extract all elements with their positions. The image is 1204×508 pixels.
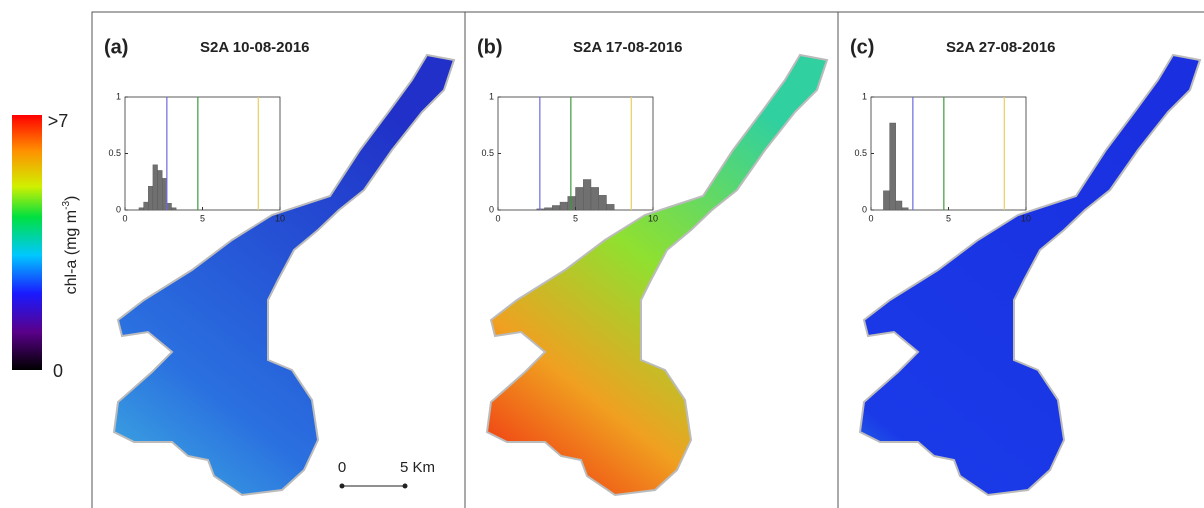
scale-bar-end xyxy=(402,483,408,489)
y-tick-label: 0 xyxy=(489,204,494,214)
histogram-bar xyxy=(148,186,154,211)
histogram-bar xyxy=(559,201,568,211)
colorbar-title-end: ) xyxy=(63,196,80,201)
y-tick-label: 0.5 xyxy=(854,148,867,158)
histogram-bar xyxy=(901,207,909,211)
histogram-bar xyxy=(590,187,599,211)
histogram-bar xyxy=(161,178,168,211)
histogram-bar xyxy=(166,203,172,211)
y-tick-label: 1 xyxy=(862,91,867,101)
y-tick-label: 1 xyxy=(489,91,494,101)
panel-title: S2A 17-08-2016 xyxy=(573,39,683,56)
histogram-bar xyxy=(152,164,158,211)
histogram-bar xyxy=(567,196,576,211)
colorbar-title-text: chl-a (mg m xyxy=(63,210,80,294)
panel-label: (c) xyxy=(850,36,874,58)
histogram-bar xyxy=(583,179,592,211)
histogram-bar xyxy=(889,122,896,211)
x-tick-label: 5 xyxy=(573,213,578,223)
colorbar-title: chl-a (mg m-3) xyxy=(61,196,81,295)
histogram-frame xyxy=(870,96,1027,211)
panel-title: S2A 10-08-2016 xyxy=(200,39,310,56)
y-tick-label: 0 xyxy=(116,204,121,214)
y-tick-label: 1 xyxy=(116,91,121,101)
colorbar-min: 0 xyxy=(53,361,63,381)
histogram-bar xyxy=(544,207,553,211)
histogram-bar xyxy=(606,204,615,211)
panel-title: S2A 27-08-2016 xyxy=(946,39,1056,56)
scale-start: 0 xyxy=(338,459,346,476)
histogram-bar xyxy=(895,200,903,211)
x-tick-label: 5 xyxy=(200,213,205,223)
histogram-bar xyxy=(157,170,163,211)
x-tick-label: 0 xyxy=(122,213,127,223)
histogram-bar xyxy=(598,195,607,211)
scale-bar-end xyxy=(339,483,345,489)
x-tick-label: 10 xyxy=(648,213,658,223)
x-tick-label: 0 xyxy=(868,213,873,223)
histogram-bar xyxy=(552,205,561,211)
panel-frame xyxy=(837,11,1204,508)
y-tick-label: 0 xyxy=(862,204,867,214)
histogram-bar xyxy=(883,190,890,211)
histogram-bar xyxy=(171,207,177,211)
scale-end: 5 Km xyxy=(400,459,435,476)
x-tick-label: 10 xyxy=(275,213,285,223)
y-tick-label: 0.5 xyxy=(481,148,494,158)
x-tick-label: 5 xyxy=(946,213,951,223)
colorbar-max: >7 xyxy=(48,111,69,131)
y-tick-label: 0.5 xyxy=(108,148,121,158)
histogram-bar xyxy=(575,187,584,211)
x-tick-label: 0 xyxy=(495,213,500,223)
panel-label: (b) xyxy=(477,36,503,58)
panel-label: (a) xyxy=(104,36,128,58)
colorbar xyxy=(12,115,42,370)
colorbar-title-sup: -3 xyxy=(61,201,72,210)
histogram-bar xyxy=(536,208,545,211)
x-tick-label: 10 xyxy=(1021,213,1031,223)
histogram-bar xyxy=(138,207,144,211)
histogram-bar xyxy=(143,201,149,211)
